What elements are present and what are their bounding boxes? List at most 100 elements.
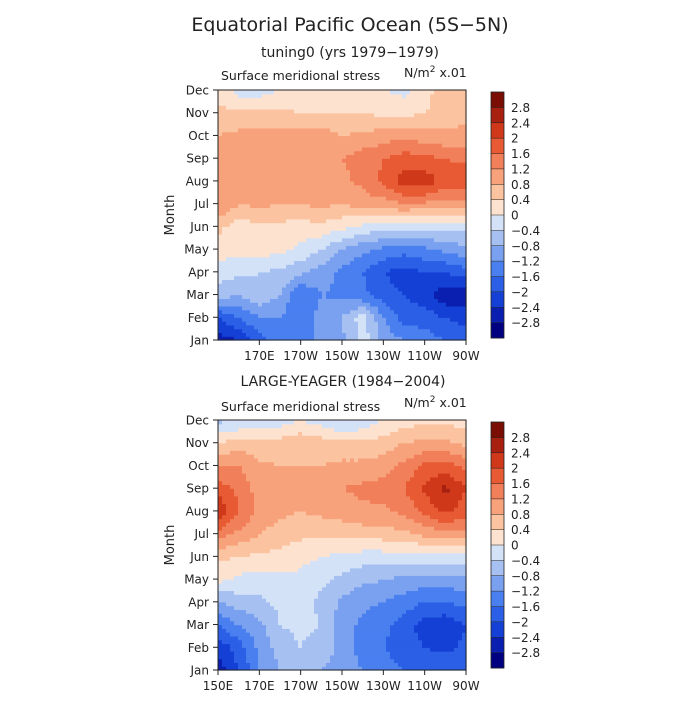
heatmap-cell: [318, 276, 323, 280]
heatmap-cell: [298, 207, 303, 211]
heatmap-cell: [422, 143, 427, 147]
heatmap-cell: [338, 260, 343, 264]
heatmap-cell: [434, 272, 439, 276]
heatmap-cell: [234, 659, 239, 663]
heatmap-cell: [342, 166, 347, 170]
heatmap-cell: [222, 298, 227, 302]
heatmap-cell: [410, 625, 415, 629]
heatmap-cell: [354, 242, 359, 246]
heatmap-cell: [342, 113, 347, 117]
heatmap-cell: [238, 260, 243, 264]
heatmap-cell: [382, 632, 387, 636]
heatmap-cell: [342, 283, 347, 287]
heatmap-cell: [326, 188, 331, 192]
heatmap-cell: [350, 234, 355, 238]
heatmap-cell: [302, 158, 307, 162]
heatmap-cell: [442, 147, 447, 151]
heatmap-cell: [390, 196, 395, 200]
heatmap-cell: [350, 151, 355, 155]
heatmap-cell: [350, 139, 355, 143]
heatmap-cell: [378, 264, 383, 268]
heatmap-cell: [442, 628, 447, 632]
heatmap-cell: [270, 295, 275, 299]
heatmap-cell: [290, 621, 295, 625]
heatmap-cell: [294, 234, 299, 238]
heatmap-cell: [234, 662, 239, 666]
heatmap-cell: [418, 245, 423, 249]
heatmap-cell: [298, 643, 303, 647]
heatmap-cell: [394, 204, 399, 208]
figure-title: Equatorial Pacific Ocean (5S−5N): [191, 14, 508, 36]
heatmap-cell: [390, 636, 395, 640]
heatmap-cell: [278, 325, 283, 329]
heatmap-cell: [234, 128, 239, 132]
heatmap-cell: [230, 215, 235, 219]
heatmap-cell: [346, 234, 351, 238]
heatmap-cell: [438, 325, 443, 329]
heatmap-cell: [218, 226, 223, 230]
heatmap-cell: [362, 291, 367, 295]
heatmap-cell: [326, 166, 331, 170]
heatmap-cell: [218, 135, 223, 139]
heatmap-cell: [414, 257, 419, 261]
heatmap-cell: [290, 640, 295, 644]
heatmap-cell: [346, 257, 351, 261]
heatmap-cell: [306, 306, 311, 310]
heatmap-cell: [446, 636, 451, 640]
heatmap-cell: [386, 302, 391, 306]
heatmap-cell: [290, 151, 295, 155]
heatmap-cell: [346, 287, 351, 291]
heatmap-cell: [274, 632, 279, 636]
heatmap-cell: [358, 181, 363, 185]
heatmap-cell: [222, 124, 227, 128]
heatmap-cell: [450, 90, 455, 94]
heatmap-cell: [418, 306, 423, 310]
heatmap-cell: [298, 200, 303, 204]
heatmap-cell: [218, 173, 223, 177]
heatmap-cell: [270, 310, 275, 314]
heatmap-cell: [450, 219, 455, 223]
heatmap-cell: [226, 306, 231, 310]
heatmap-cell: [334, 245, 339, 249]
heatmap-cell: [302, 276, 307, 280]
heatmap-cell: [430, 306, 435, 310]
heatmap-cell: [438, 632, 443, 636]
heatmap-cell: [230, 158, 235, 162]
heatmap-cell: [326, 242, 331, 246]
heatmap-cell: [238, 109, 243, 113]
heatmap-cell: [390, 279, 395, 283]
heatmap-cell: [290, 291, 295, 295]
heatmap-cell: [442, 120, 447, 124]
heatmap-cell: [282, 113, 287, 117]
heatmap-cell: [374, 313, 379, 317]
heatmap-cell: [418, 260, 423, 264]
heatmap-cell: [250, 662, 255, 666]
heatmap-cell: [246, 128, 251, 132]
heatmap-cell: [458, 264, 463, 268]
heatmap-cell: [338, 170, 343, 174]
heatmap-cell: [402, 128, 407, 132]
heatmap-cell: [338, 317, 343, 321]
heatmap-cell: [382, 105, 387, 109]
heatmap-cell: [426, 113, 431, 117]
heatmap-cell: [426, 139, 431, 143]
heatmap-cell: [338, 211, 343, 215]
heatmap-cell: [226, 98, 231, 102]
heatmap-cell: [314, 181, 319, 185]
heatmap-cell: [370, 98, 375, 102]
heatmap-cell: [218, 154, 223, 158]
heatmap-cell: [322, 317, 327, 321]
heatmap-cell: [310, 147, 315, 151]
heatmap-cell: [278, 113, 283, 117]
heatmap-cell: [358, 636, 363, 640]
heatmap-cell: [442, 321, 447, 325]
heatmap-cell: [366, 151, 371, 155]
heatmap-cell: [406, 621, 411, 625]
heatmap-cell: [406, 101, 411, 105]
heatmap-cell: [218, 245, 223, 249]
heatmap-cell: [434, 306, 439, 310]
heatmap-cell: [410, 226, 415, 230]
heatmap-cell: [254, 117, 259, 121]
heatmap-cell: [402, 185, 407, 189]
heatmap-cell: [406, 659, 411, 663]
